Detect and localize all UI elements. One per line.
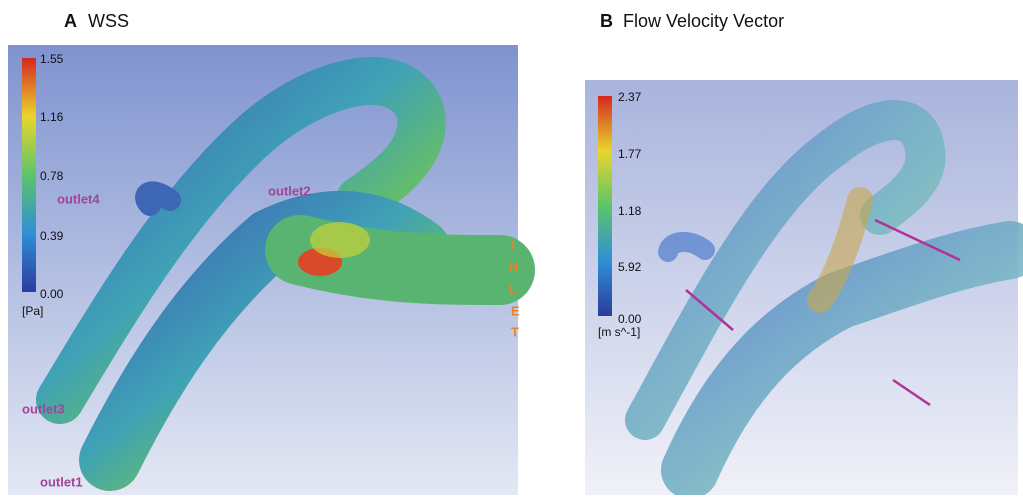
colorbar-tick: 1.77 <box>618 147 642 161</box>
velocity-colorbar <box>598 96 612 316</box>
inlet-letter: N <box>509 259 518 274</box>
wss-colorbar <box>22 58 36 292</box>
colorbar-tick: 5.92 <box>618 260 642 274</box>
colorbar-tick: 1.18 <box>618 204 642 218</box>
panel-title: Flow Velocity Vector <box>623 11 784 31</box>
colorbar-tick: 0.78 <box>40 169 64 183</box>
outlet-label: outlet3 <box>22 401 65 416</box>
panel-letter: A <box>64 11 77 31</box>
panel-letter: B <box>600 11 613 31</box>
inlet-letter: I <box>511 237 515 252</box>
panel-title: WSS <box>88 11 129 31</box>
outlet-label: outlet1 <box>40 474 83 489</box>
colorbar-unit: [m s^-1] <box>598 325 640 339</box>
colorbar-unit: [Pa] <box>22 304 43 318</box>
colorbar-tick: 0.00 <box>40 287 64 301</box>
colorbar-tick: 1.55 <box>40 52 64 66</box>
inlet-letter: T <box>511 324 519 339</box>
colorbar-tick: 2.37 <box>618 90 642 104</box>
inlet-letter: L <box>509 281 517 296</box>
colorbar-tick: 1.16 <box>40 110 64 124</box>
outlet-label: outlet4 <box>57 191 100 206</box>
colorbar-tick: 0.39 <box>40 229 64 243</box>
inlet-letter: E <box>511 303 520 318</box>
outlet-label: outlet2 <box>268 183 311 198</box>
colorbar-tick: 0.00 <box>618 312 642 326</box>
figure: A WSS B Flow Velocity Vector 1.55 1.16 0… <box>0 0 1023 495</box>
